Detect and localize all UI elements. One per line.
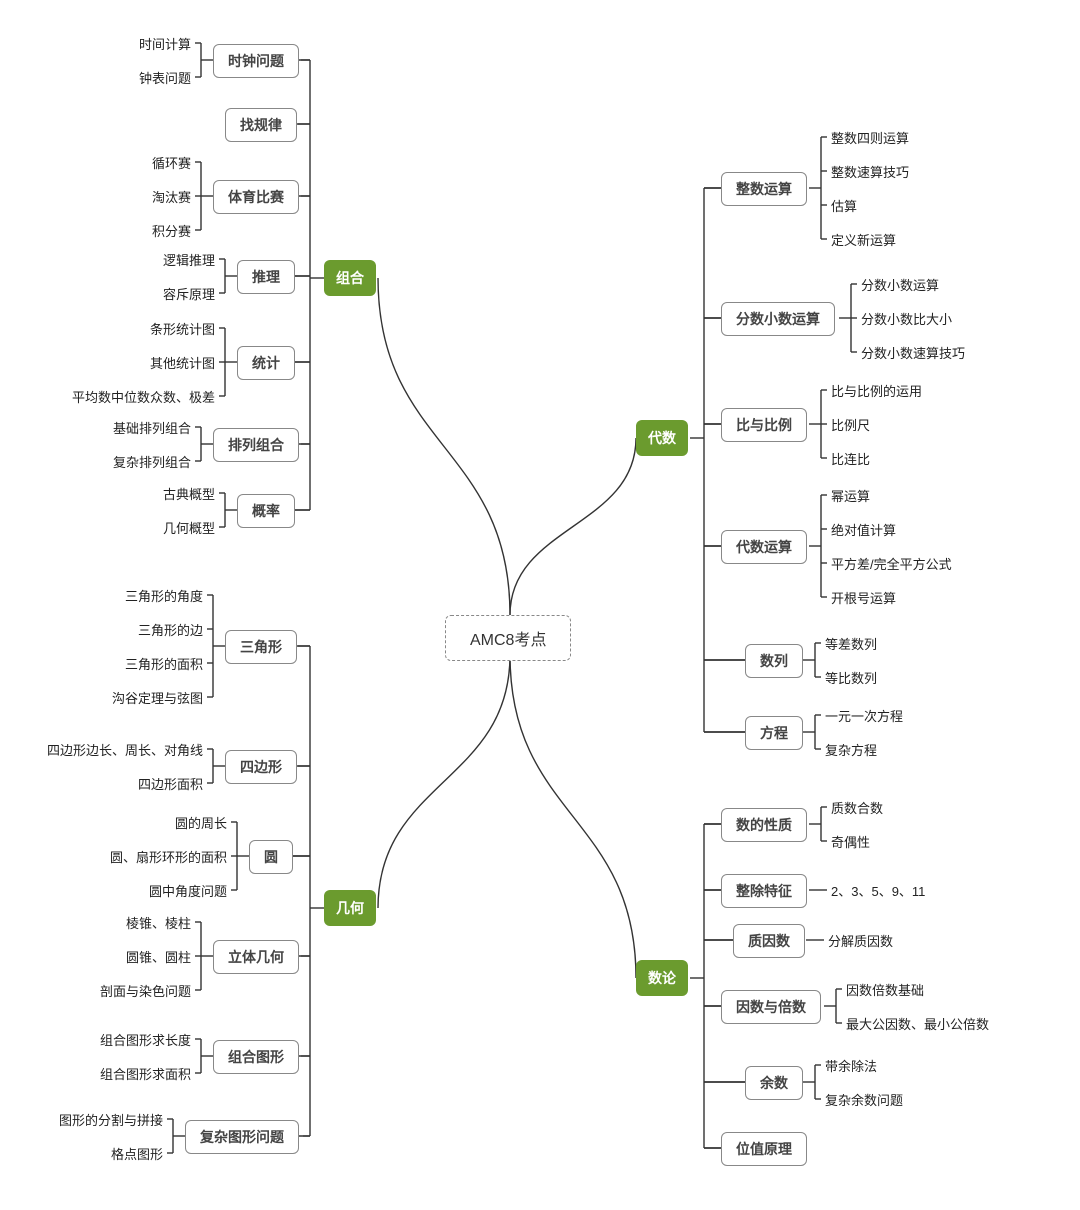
- leaf-node: 奇偶性: [831, 832, 870, 851]
- leaf-node: 平方差/完全平方公式: [831, 554, 952, 573]
- sub-node: 复杂图形问题: [185, 1120, 299, 1154]
- sub-node: 代数运算: [721, 530, 807, 564]
- leaf-node: 分数小数速算技巧: [861, 343, 965, 362]
- leaf-node: 时间计算: [139, 34, 191, 53]
- sub-node: 质因数: [733, 924, 805, 958]
- leaf-node: 格点图形: [111, 1144, 163, 1163]
- sub-node: 数的性质: [721, 808, 807, 842]
- leaf-node: 棱锥、棱柱: [126, 913, 191, 932]
- leaf-node: 几何概型: [163, 518, 215, 537]
- sub-node: 立体几何: [213, 940, 299, 974]
- sub-node: 方程: [745, 716, 803, 750]
- leaf-node: 组合图形求面积: [100, 1064, 191, 1083]
- sub-node: 因数与倍数: [721, 990, 821, 1024]
- leaf-node: 开根号运算: [831, 588, 896, 607]
- sub-node: 数列: [745, 644, 803, 678]
- leaf-node: 估算: [831, 196, 857, 215]
- sub-node: 四边形: [225, 750, 297, 784]
- sub-node: 概率: [237, 494, 295, 528]
- leaf-node: 剖面与染色问题: [100, 981, 191, 1000]
- sub-node: 找规律: [225, 108, 297, 142]
- sub-node: 时钟问题: [213, 44, 299, 78]
- leaf-node: 三角形的边: [138, 620, 203, 639]
- leaf-node: 分数小数运算: [861, 275, 939, 294]
- leaf-node: 平均数中位数众数、极差: [72, 387, 215, 406]
- leaf-node: 等比数列: [825, 668, 877, 687]
- leaf-node: 圆、扇形环形的面积: [110, 847, 227, 866]
- branch-algebra: 代数: [636, 420, 688, 456]
- sub-node: 分数小数运算: [721, 302, 835, 336]
- leaf-node: 绝对值计算: [831, 520, 896, 539]
- leaf-node: 图形的分割与拼接: [59, 1110, 163, 1129]
- sub-node: 统计: [237, 346, 295, 380]
- leaf-node: 积分赛: [152, 221, 191, 240]
- leaf-node: 循环赛: [152, 153, 191, 172]
- leaf-node: 组合图形求长度: [100, 1030, 191, 1049]
- leaf-node: 一元一次方程: [825, 706, 903, 725]
- center-node: AMC8考点: [445, 615, 571, 661]
- leaf-node: 古典概型: [163, 484, 215, 503]
- leaf-node: 四边形边长、周长、对角线: [47, 740, 203, 759]
- leaf-node: 等差数列: [825, 634, 877, 653]
- leaf-node: 定义新运算: [831, 230, 896, 249]
- leaf-node: 容斥原理: [163, 284, 215, 303]
- branch-number: 数论: [636, 960, 688, 996]
- leaf-node: 整数四则运算: [831, 128, 909, 147]
- leaf-node: 逻辑推理: [163, 250, 215, 269]
- sub-node: 整除特征: [721, 874, 807, 908]
- leaf-node: 复杂排列组合: [113, 452, 191, 471]
- sub-node: 位值原理: [721, 1132, 807, 1166]
- leaf-node: 沟谷定理与弦图: [112, 688, 203, 707]
- leaf-node: 钟表问题: [139, 68, 191, 87]
- leaf-node: 复杂余数问题: [825, 1090, 903, 1109]
- leaf-node: 三角形的角度: [125, 586, 203, 605]
- leaf-node: 最大公因数、最小公倍数: [846, 1014, 989, 1033]
- leaf-node: 四边形面积: [138, 774, 203, 793]
- leaf-node: 分解质因数: [828, 931, 893, 950]
- sub-node: 推理: [237, 260, 295, 294]
- leaf-node: 质数合数: [831, 798, 883, 817]
- sub-node: 组合图形: [213, 1040, 299, 1074]
- sub-node: 余数: [745, 1066, 803, 1100]
- leaf-node: 带余除法: [825, 1056, 877, 1075]
- leaf-node: 2、3、5、9、11: [831, 881, 925, 900]
- leaf-node: 淘汰赛: [152, 187, 191, 206]
- leaf-node: 其他统计图: [150, 353, 215, 372]
- sub-node: 体育比赛: [213, 180, 299, 214]
- leaf-node: 因数倍数基础: [846, 980, 924, 999]
- branch-combo: 组合: [324, 260, 376, 296]
- leaf-node: 比连比: [831, 449, 870, 468]
- sub-node: 三角形: [225, 630, 297, 664]
- sub-node: 比与比例: [721, 408, 807, 442]
- sub-node: 排列组合: [213, 428, 299, 462]
- sub-node: 圆: [249, 840, 293, 874]
- sub-node: 整数运算: [721, 172, 807, 206]
- leaf-node: 基础排列组合: [113, 418, 191, 437]
- leaf-node: 整数速算技巧: [831, 162, 909, 181]
- branch-geom: 几何: [324, 890, 376, 926]
- leaf-node: 复杂方程: [825, 740, 877, 759]
- leaf-node: 圆中角度问题: [149, 881, 227, 900]
- leaf-node: 分数小数比大小: [861, 309, 952, 328]
- leaf-node: 幂运算: [831, 486, 870, 505]
- leaf-node: 比例尺: [831, 415, 870, 434]
- leaf-node: 比与比例的运用: [831, 381, 922, 400]
- leaf-node: 圆锥、圆柱: [126, 947, 191, 966]
- leaf-node: 条形统计图: [150, 319, 215, 338]
- leaf-node: 圆的周长: [175, 813, 227, 832]
- leaf-node: 三角形的面积: [125, 654, 203, 673]
